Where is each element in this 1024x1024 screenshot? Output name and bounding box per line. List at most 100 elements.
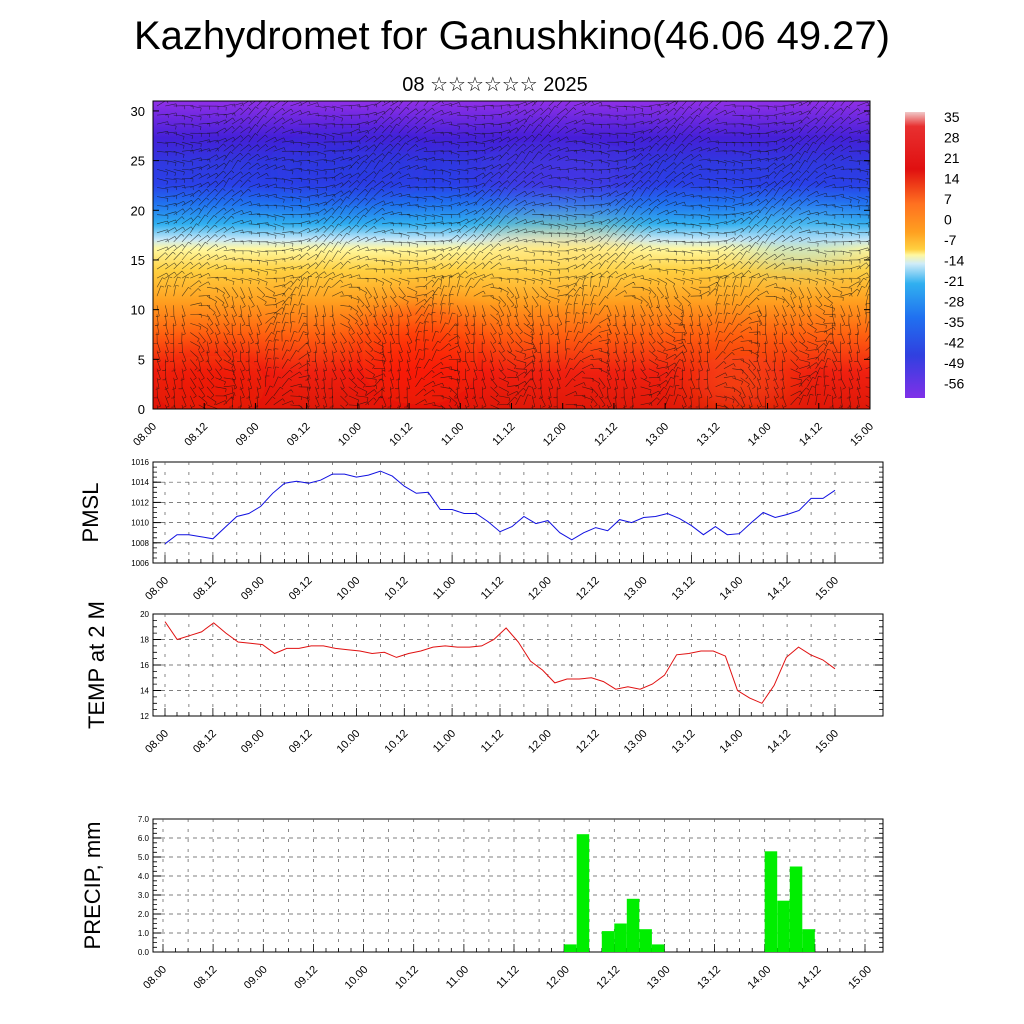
pmsl-ylabel: PMSL [78, 483, 103, 543]
precip-bar-35 [601, 931, 615, 952]
colorbar-label-9: -28 [944, 294, 964, 310]
temp-xtick-label-7: 11.12 [479, 728, 506, 755]
precip-ytick-label-5: 5.0 [138, 853, 150, 862]
colorbar [905, 112, 925, 398]
precip-xtick-label-4: 10.00 [343, 964, 371, 992]
precip-xtick-label-5: 10.12 [393, 964, 421, 992]
pmsl-panel: 1006 1008 1010 1012 1014 1016 08.00 08.12 09.00 0… [78, 458, 884, 603]
precip-ytick-label-1: 1.0 [138, 929, 150, 938]
temp-ytick-label-1: 14 [140, 687, 149, 696]
precip-bar-37 [626, 898, 640, 952]
precip-frame [152, 818, 884, 953]
temp-ytick-label-0: 12 [140, 712, 149, 721]
pmsl-ytick-label-0: 1006 [131, 559, 149, 568]
temp-ytick-label-4: 20 [140, 610, 149, 619]
heat-ytick-label-1: 5 [138, 352, 145, 367]
colorbar-label-7: -14 [944, 253, 964, 269]
pmsl-ytick-label-3: 1012 [131, 498, 149, 507]
anomaly-blob-4 [280, 150, 420, 190]
temp-xtick-label-9: 12.12 [574, 728, 602, 756]
pmsl-xtick-label-11: 13.12 [670, 575, 698, 603]
colorbar-label-0: 35 [944, 109, 960, 125]
temp-xtick-label-8: 12.00 [526, 728, 554, 756]
heat-xtick-label-1: 08.12 [182, 421, 210, 449]
pmsl-xtick-label-7: 11.12 [479, 575, 506, 602]
heat-ytick-label-3: 15 [131, 253, 145, 268]
precip-minor-ticks [153, 823, 883, 953]
wind-barb-paths [153, 101, 870, 409]
heat-xtick-label-0: 08.00 [131, 421, 159, 449]
precip-bar-32 [564, 944, 577, 952]
pmsl-xtick-label-8: 12.00 [526, 575, 554, 603]
heat-xtick-label-11: 13.12 [695, 421, 723, 449]
precip-xtick-label-12: 14.00 [745, 964, 773, 992]
pmsl-xtick-label-10: 13.00 [622, 575, 650, 603]
precip-bar-49 [777, 900, 790, 952]
heat-xtick-label-14: 15.00 [848, 421, 876, 449]
pmsl-xtick-label-1: 08.12 [191, 575, 219, 603]
pmsl-xtick-label-5: 10.12 [382, 575, 410, 603]
precip-ytick-label-6: 6.0 [138, 834, 150, 843]
colorbar-label-13: -56 [944, 376, 964, 392]
pmsl-xtick-label-2: 09.00 [239, 575, 267, 603]
heat-xtick-label-9: 12.12 [592, 421, 620, 449]
anomaly-blob-1 [360, 315, 480, 405]
heat-ytick-label-5: 25 [131, 154, 145, 169]
pmsl-minor-ticks [153, 466, 883, 564]
colorbar-label-5: 0 [944, 212, 952, 228]
pmsl-xminor-ticks [164, 555, 836, 563]
temp-xtick-label-11: 13.12 [670, 728, 698, 756]
heat-xtick-label-8: 12.00 [541, 421, 569, 449]
colorbar-label-2: 21 [944, 150, 960, 166]
heat-xtick-label-13: 14.12 [797, 421, 825, 449]
precip-xtick-label-0: 08.00 [141, 964, 169, 992]
pmsl-xtick-label-13: 14.12 [765, 575, 793, 603]
precip-ytick-label-2: 2.0 [138, 910, 150, 919]
temp-ylabel: TEMP at 2 M [84, 601, 109, 729]
precip-bar-39 [651, 944, 665, 952]
temp-minor-ticks [153, 620, 883, 717]
pmsl-xtick-label-9: 12.12 [574, 575, 602, 603]
precip-xtick-label-7: 11.12 [494, 964, 521, 991]
pmsl-ytick-label-4: 1014 [131, 478, 149, 487]
precip-bar-50 [789, 866, 803, 952]
pmsl-ytick-label-2: 1010 [131, 519, 149, 528]
heat-ytick-label-6: 30 [131, 104, 145, 119]
precip-xtick-label-6: 11.00 [444, 964, 471, 991]
heat-xtick-label-10: 13.00 [643, 421, 671, 449]
colorbar-label-10: -35 [944, 314, 964, 330]
temp-xminor-ticks [164, 708, 836, 716]
heat-xtick-label-7: 11.12 [490, 421, 517, 448]
colorbar-label-4: 7 [944, 191, 952, 207]
precip-bar-36 [614, 923, 627, 952]
temp-xtick-label-4: 10.00 [335, 728, 363, 756]
colorbar-label-12: -49 [944, 355, 964, 371]
precip-xtick-label-8: 12.00 [544, 964, 572, 992]
precip-bar-48 [764, 851, 778, 952]
heat-xtick-label-3: 09.12 [285, 421, 313, 449]
precip-ytick-label-0: 0.0 [138, 948, 150, 957]
heat-xtick-label-6: 11.00 [439, 421, 466, 448]
temp-xtick-label-10: 13.00 [622, 728, 650, 756]
pmsl-series-line [164, 470, 836, 545]
temp-frame [152, 613, 884, 717]
precip-panel: 0.0 1.0 2.0 3.0 4.0 5.0 6.0 7.0 08.00 08.12 09.00 0… [80, 815, 884, 992]
precip-xtick-label-2: 09.00 [242, 964, 270, 992]
precip-ytick-label-7: 7.0 [138, 815, 150, 824]
anomaly-blob-3 [690, 355, 790, 405]
temp-ytick-label-2: 16 [140, 661, 149, 670]
colorbar-label-3: 14 [944, 171, 960, 187]
pmsl-xtick-label-14: 15.00 [813, 575, 841, 603]
page-subtitle: 08 ☆☆☆☆☆☆ 2025 [402, 74, 588, 96]
temp-xtick-label-1: 08.12 [191, 728, 219, 756]
temp-xtick-label-5: 10.12 [382, 728, 410, 756]
pmsl-xtick-label-3: 09.12 [287, 575, 315, 603]
pmsl-frame [152, 461, 884, 564]
temp-xtick-label-12: 14.00 [717, 728, 745, 756]
temp-xtick-label-0: 08.00 [143, 728, 171, 756]
temp-xtick-label-2: 09.00 [239, 728, 267, 756]
colorbar-label-1: 28 [944, 130, 960, 146]
heat-xtick-label-5: 10.12 [387, 421, 415, 449]
heatmap-panel: 0 5 10 15 20 25 30 08.00 08.12 09.00 09.12 10.00 10.… [131, 100, 964, 449]
